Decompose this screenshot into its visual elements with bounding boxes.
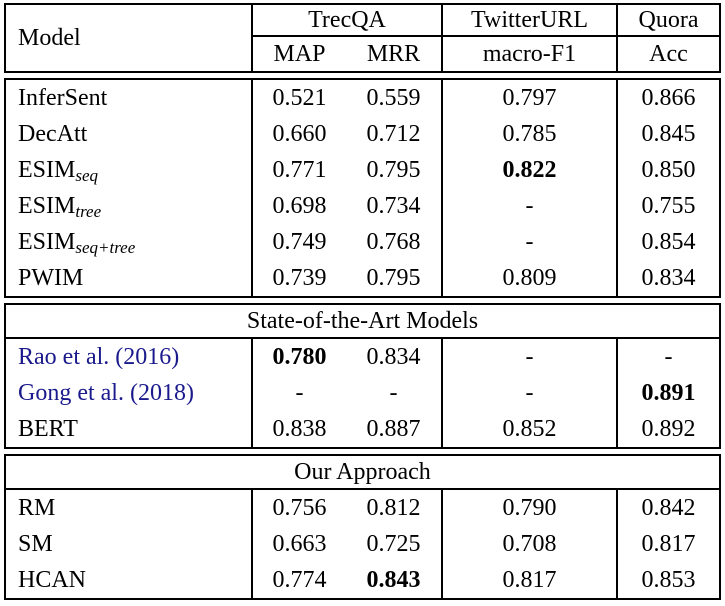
model-name: HCAN — [18, 566, 87, 593]
model-cell: ESIM seq+tree — [6, 224, 251, 260]
section-title: State-of-the-Art Models — [6, 305, 719, 339]
model-subscript: tree — [75, 202, 102, 221]
value-cell: 0.852 — [441, 411, 616, 447]
value-cell: - — [389, 379, 398, 406]
value-cell: 0.795 — [366, 156, 421, 183]
model-cell: HCAN — [6, 562, 251, 598]
value-cell: 0.739 — [251, 260, 346, 296]
value-cell: 0.755 — [616, 188, 719, 224]
value-cell: 0.834 — [366, 343, 421, 370]
section-grid: Our Approach RM 0.756 0.812 0.790 0.842 SM 0.66… — [6, 456, 719, 598]
value-cell: 0.797 — [441, 80, 616, 116]
value-cell: 0.698 — [251, 188, 346, 224]
value-cell: 0.812 — [366, 494, 421, 521]
model-cell: PWIM — [6, 260, 251, 296]
model-name: BERT — [18, 415, 78, 442]
value-cell: 0.756 — [251, 490, 346, 526]
value-cell: 0.887 — [366, 415, 421, 442]
value-cell: 0.842 — [616, 490, 719, 526]
value-cell: 0.838 — [251, 411, 346, 447]
value-cell: 0.845 — [616, 116, 719, 152]
value-cell: 0.774 — [251, 562, 346, 598]
citation-link[interactable]: Gong et al. (2018) — [18, 379, 194, 406]
column-group-twitterurl: TwitterURL — [441, 5, 616, 37]
model-cell: SM — [6, 526, 251, 562]
value-cell: 0.785 — [441, 116, 616, 152]
section-baselines: InferSent 0.521 0.559 0.797 0.866 DecAtt 0.660… — [4, 78, 721, 298]
model-name: ESIM — [18, 192, 76, 219]
value-cell: 0.817 — [441, 562, 616, 598]
value-cell: 0.795 — [366, 264, 421, 291]
value-cell: 0.853 — [616, 562, 719, 598]
model-cell: ESIM seq — [6, 152, 251, 188]
table-header-block: Model TrecQA TwitterURL Quora MAP MRR ma… — [4, 3, 721, 73]
model-cell: ESIM tree — [6, 188, 251, 224]
value-cell: 0.809 — [441, 260, 616, 296]
value-cell: - — [441, 339, 616, 375]
value-cell: 0.663 — [251, 526, 346, 562]
model-name: RM — [18, 494, 56, 521]
section-title: Our Approach — [6, 456, 719, 490]
value-cell: 0.768 — [366, 228, 421, 255]
model-name: DecAtt — [18, 120, 88, 147]
value-cell: 0.712 — [366, 120, 421, 147]
model-name: ESIM — [18, 228, 76, 255]
value-cell: 0.771 — [251, 152, 346, 188]
model-subscript: seq+tree — [75, 238, 136, 257]
value-cell: 0.559 — [366, 84, 421, 111]
column-header-map: MAP — [251, 37, 346, 71]
value-cell: 0.834 — [616, 260, 719, 296]
value-cell: 0.866 — [616, 80, 719, 116]
column-header-acc: Acc — [616, 37, 719, 71]
value-cell: 0.850 — [616, 152, 719, 188]
citation-link[interactable]: Rao et al. (2016) — [18, 343, 180, 370]
value-cell: 0.891 — [616, 375, 719, 411]
value-cell: 0.843 — [366, 566, 421, 593]
results-table: Model TrecQA TwitterURL Quora MAP MRR ma… — [4, 3, 721, 600]
model-cell: Gong et al. (2018) — [6, 375, 251, 411]
value-cell: 0.660 — [251, 116, 346, 152]
table-sections: InferSent 0.521 0.559 0.797 0.866 DecAtt 0.660… — [4, 78, 721, 600]
model-cell: RM — [6, 490, 251, 526]
column-group-trecqa: TrecQA — [251, 5, 441, 37]
model-subscript: seq — [75, 166, 99, 185]
table-header-grid: Model TrecQA TwitterURL Quora MAP MRR ma… — [6, 5, 719, 71]
model-name: SM — [18, 530, 53, 557]
value-cell: 0.521 — [251, 80, 346, 116]
section-grid: State-of-the-Art Models Rao et al. (2016)… — [6, 305, 719, 447]
column-header-model: Model — [18, 24, 81, 51]
section-grid: InferSent 0.521 0.559 0.797 0.866 DecAtt 0.660… — [6, 80, 719, 296]
model-name: ESIM — [18, 156, 76, 183]
value-cell: - — [441, 188, 616, 224]
value-cell: - — [441, 224, 616, 260]
value-cell: - — [441, 375, 616, 411]
column-header-macro-f1: macro-F1 — [441, 37, 616, 71]
value-cell: - — [616, 339, 719, 375]
value-cell: 0.780 — [251, 339, 346, 375]
value-cell: 0.822 — [441, 152, 616, 188]
value-cell: 0.854 — [616, 224, 719, 260]
value-cell: 0.734 — [366, 192, 421, 219]
value-cell: 0.790 — [441, 490, 616, 526]
model-cell: Rao et al. (2016) — [6, 339, 251, 375]
model-name: PWIM — [18, 264, 84, 291]
value-cell: 0.749 — [251, 224, 346, 260]
section-our-approach: Our Approach RM 0.756 0.812 0.790 0.842 SM 0.66… — [4, 454, 721, 600]
value-cell: - — [251, 375, 346, 411]
value-cell: 0.817 — [616, 526, 719, 562]
model-cell: DecAtt — [6, 116, 251, 152]
column-group-quora: Quora — [616, 5, 719, 37]
model-cell: BERT — [6, 411, 251, 447]
model-cell: InferSent — [6, 80, 251, 116]
value-cell: 0.725 — [366, 530, 421, 557]
value-cell: 0.892 — [616, 411, 719, 447]
column-header-mrr: MRR — [366, 40, 421, 67]
model-name: InferSent — [18, 84, 108, 111]
value-cell: 0.708 — [441, 526, 616, 562]
section-state-of-the-art: State-of-the-Art Models Rao et al. (2016)… — [4, 303, 721, 449]
